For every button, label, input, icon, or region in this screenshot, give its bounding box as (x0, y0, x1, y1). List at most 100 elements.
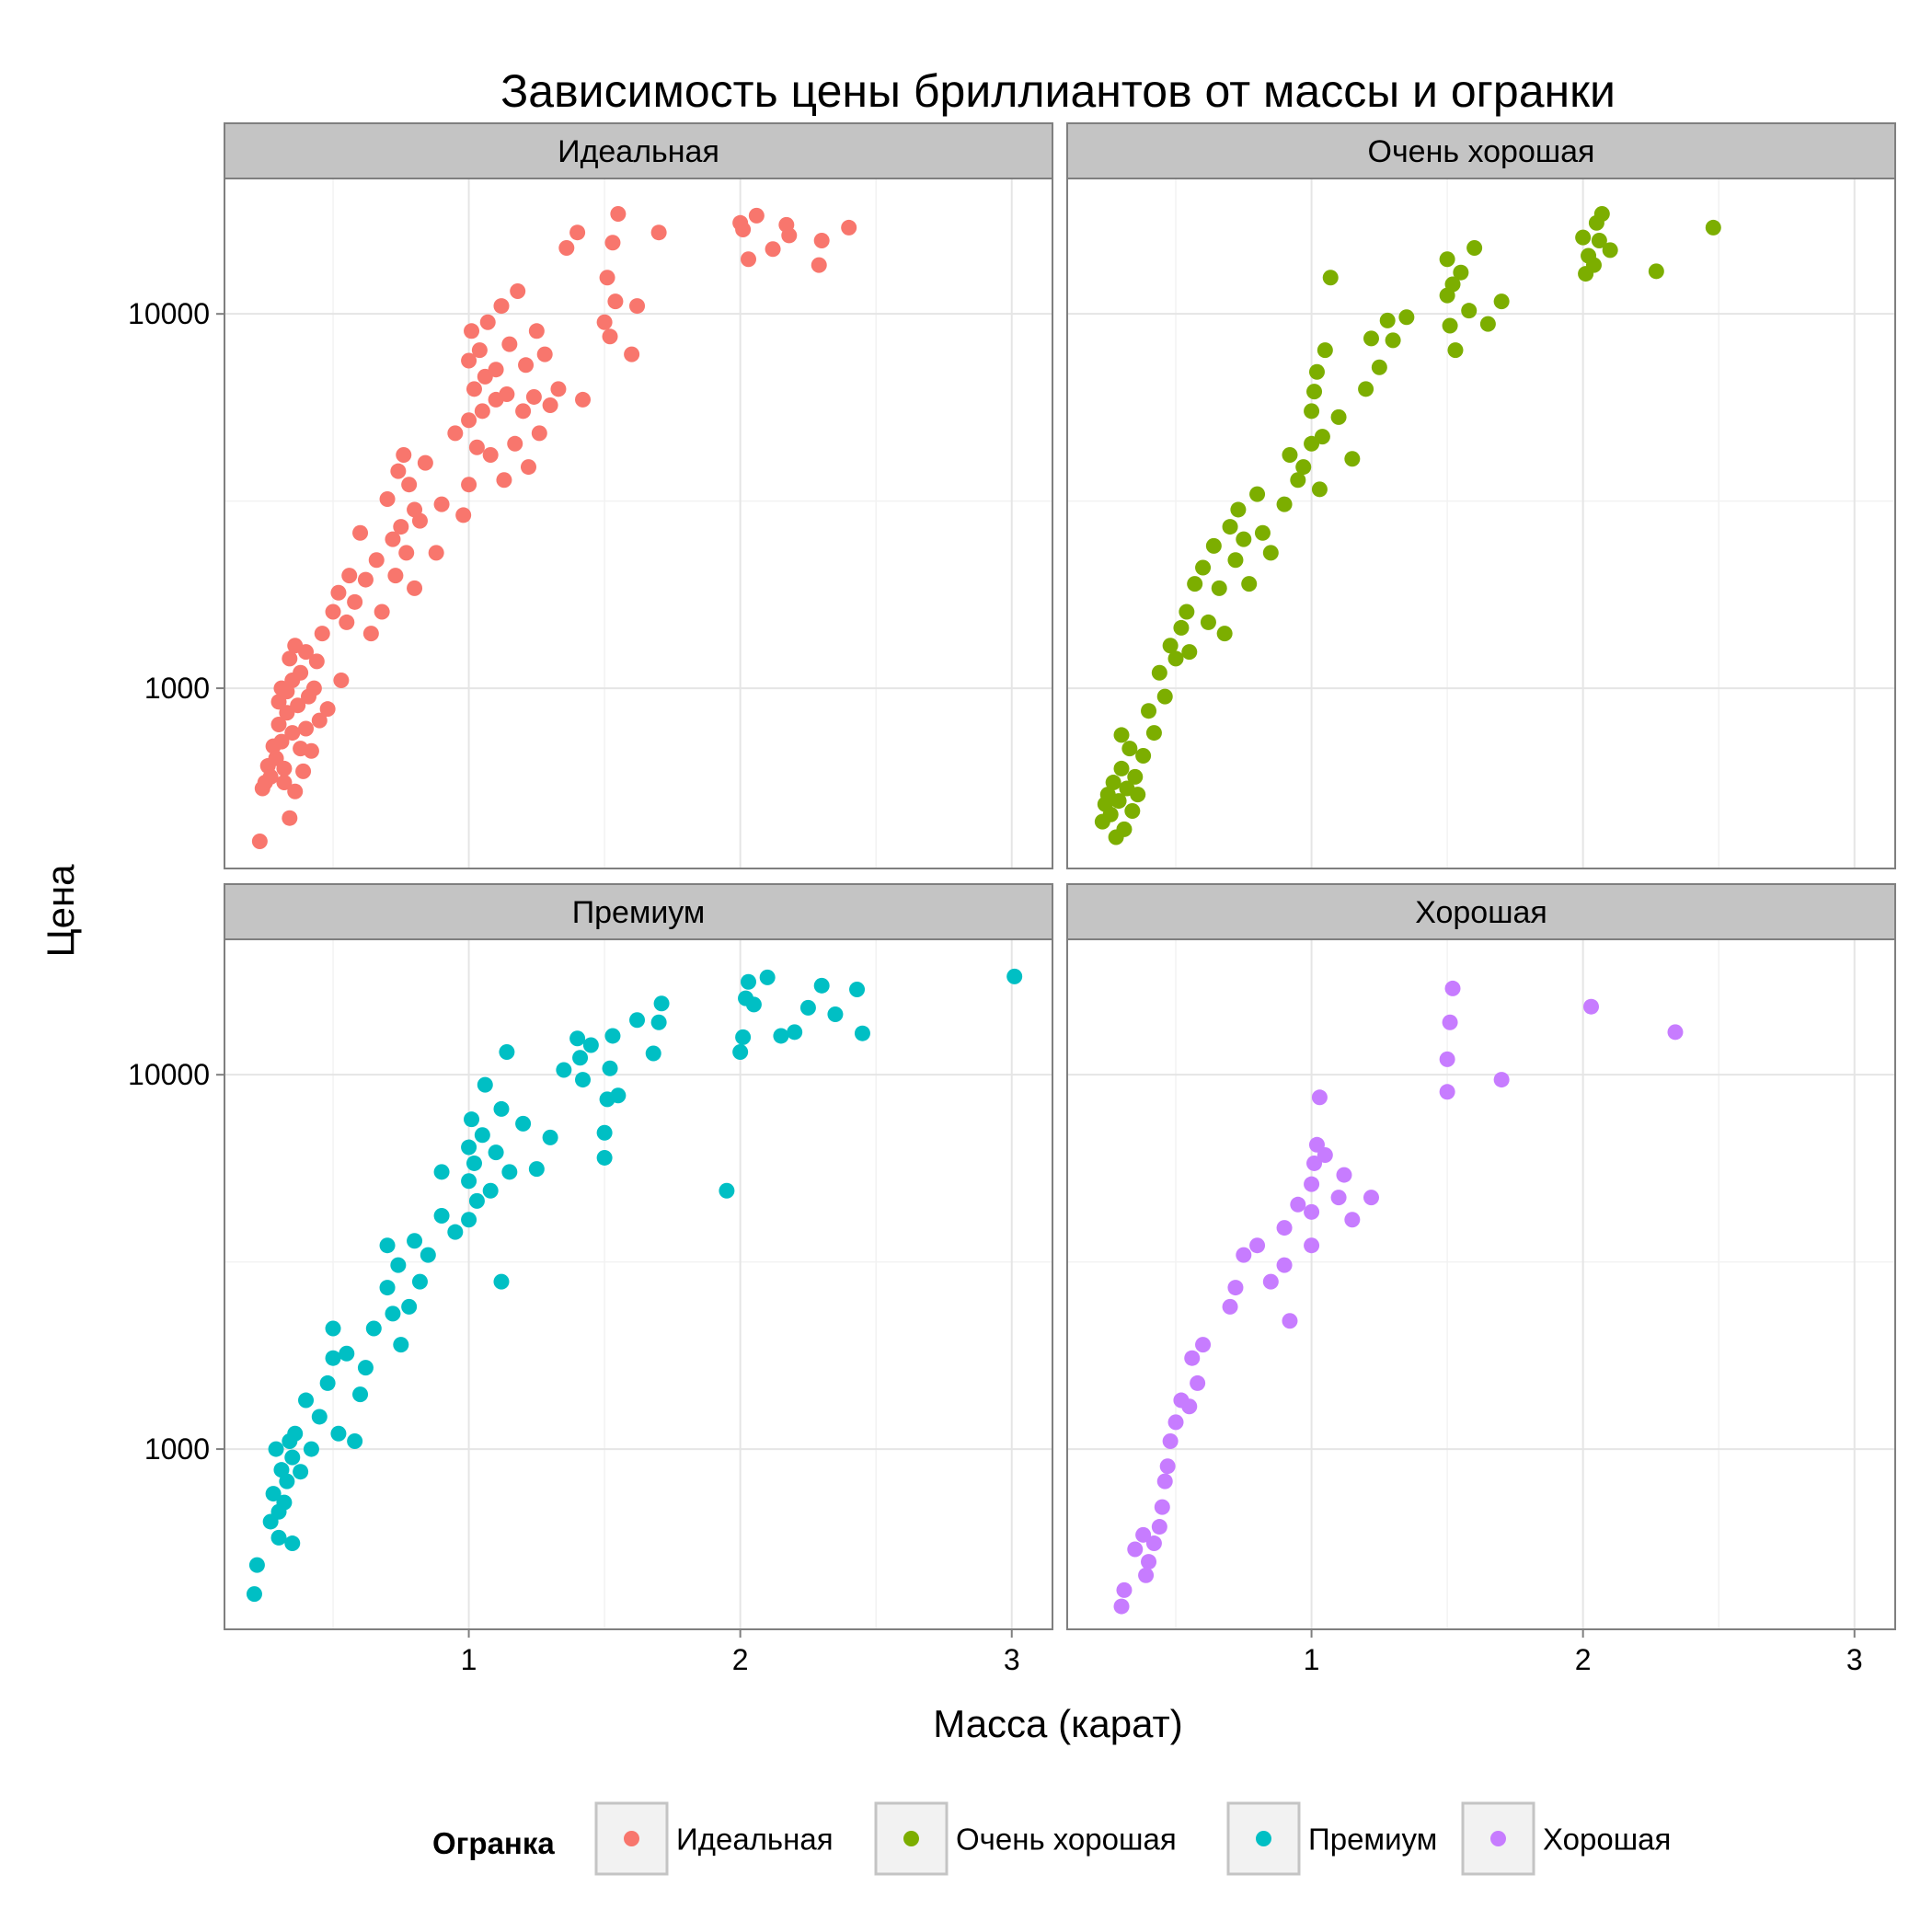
data-point (854, 1025, 870, 1041)
data-point (1602, 242, 1618, 259)
data-point (325, 604, 341, 620)
data-point (428, 545, 444, 561)
data-point (1162, 638, 1179, 654)
data-point (1173, 619, 1190, 636)
data-point (1230, 501, 1247, 518)
data-point (1453, 264, 1469, 281)
data-point (741, 973, 757, 990)
facet-panel: Идеальная 1000 10000 (128, 122, 1053, 869)
data-point (607, 293, 624, 310)
data-point (1110, 793, 1127, 810)
data-point (745, 996, 762, 1013)
legend-title: Огранка (432, 1826, 555, 1860)
data-point (1222, 519, 1238, 535)
data-point (515, 1115, 532, 1132)
data-point (518, 357, 535, 374)
x-tick-label: 2 (1575, 1643, 1592, 1676)
data-point (298, 644, 315, 661)
data-point (596, 1124, 613, 1141)
data-point (461, 1173, 477, 1190)
data-point (811, 257, 827, 273)
data-point (1493, 1072, 1510, 1088)
data-point (387, 568, 404, 584)
data-point (719, 1182, 735, 1199)
data-point (433, 496, 450, 512)
data-point (1156, 1473, 1173, 1489)
data-point (464, 323, 480, 339)
data-point (1254, 524, 1271, 541)
y-tick-label: 1000 (144, 1432, 210, 1466)
data-point (365, 1320, 382, 1337)
data-point (735, 1029, 752, 1045)
data-point (488, 1144, 504, 1161)
data-point (1290, 1196, 1306, 1213)
data-point (368, 552, 385, 569)
panel-border (224, 938, 1053, 1630)
data-point (1330, 408, 1347, 425)
data-point (1113, 760, 1130, 776)
data-point (393, 519, 409, 535)
data-point (488, 362, 504, 378)
data-point (773, 1028, 789, 1044)
data-point (624, 346, 640, 362)
data-point (741, 251, 757, 268)
panel-border (1066, 178, 1896, 869)
data-point (596, 314, 613, 330)
data-point (447, 425, 464, 442)
data-point (1442, 1014, 1458, 1030)
legend-item: Идеальная (594, 1801, 834, 1876)
data-point (1127, 1541, 1144, 1558)
data-point (1276, 496, 1293, 512)
data-point (477, 1076, 493, 1093)
panel-background (224, 178, 1052, 868)
data-point (599, 270, 615, 286)
data-point (650, 224, 667, 241)
data-point (1385, 332, 1401, 349)
data-point (474, 1127, 490, 1144)
data-point (582, 1037, 599, 1053)
data-point (461, 1139, 477, 1156)
data-point (319, 1374, 336, 1391)
facet-strip-label: Премиум (572, 895, 706, 930)
data-point (311, 712, 328, 729)
data-point (1190, 1374, 1206, 1391)
legend-marker (1256, 1831, 1271, 1846)
data-point (461, 1212, 477, 1228)
data-point (284, 1449, 301, 1466)
data-point (1330, 1190, 1347, 1206)
data-point (1102, 806, 1119, 822)
data-point (1154, 1499, 1170, 1515)
data-point (311, 1409, 328, 1425)
data-point (1200, 614, 1216, 630)
data-point (1317, 342, 1333, 359)
data-point (1167, 1414, 1184, 1431)
data-point (602, 1060, 618, 1076)
data-point (1591, 232, 1607, 248)
data-point (1151, 664, 1167, 681)
data-point (287, 1425, 304, 1442)
data-point (499, 386, 515, 403)
data-point (1276, 1257, 1293, 1273)
data-point (401, 1298, 418, 1315)
data-point (357, 1360, 374, 1376)
data-point (282, 810, 298, 826)
data-point (1195, 559, 1212, 576)
data-point (501, 336, 518, 352)
data-point (474, 403, 490, 420)
data-point (1116, 821, 1133, 837)
data-point (1127, 768, 1144, 785)
data-point (1306, 384, 1323, 400)
data-point (1227, 552, 1244, 569)
data-point (1363, 330, 1379, 347)
data-point (1317, 1147, 1333, 1164)
data-point (393, 1337, 409, 1353)
data-point (1282, 446, 1298, 463)
data-point (1249, 1237, 1266, 1254)
legend-label: Хорошая (1543, 1823, 1671, 1857)
data-point (433, 1164, 450, 1180)
facet-strip-label: Идеальная (558, 134, 719, 169)
data-point (1304, 1237, 1320, 1254)
data-point (1304, 1203, 1320, 1220)
data-point (268, 1441, 284, 1457)
